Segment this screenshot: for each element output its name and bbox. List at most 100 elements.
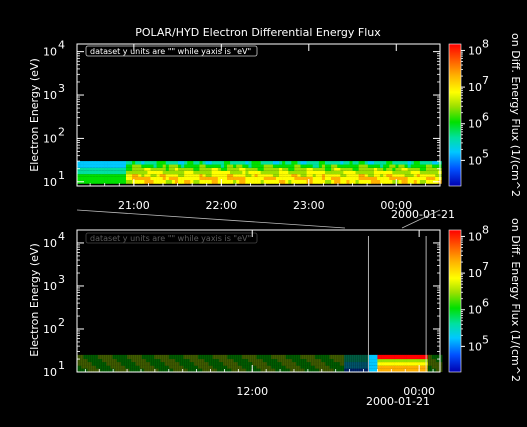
heat-cell xyxy=(127,359,130,363)
heat-cell xyxy=(369,368,372,372)
heat-cell xyxy=(303,164,307,168)
heat-cell xyxy=(254,174,258,177)
heat-cell xyxy=(254,164,258,168)
heat-cell xyxy=(304,368,307,372)
heat-cell xyxy=(417,365,420,369)
heat-cell xyxy=(135,174,139,177)
heat-cell xyxy=(377,167,381,171)
heat-cell xyxy=(187,167,191,171)
heat-cell xyxy=(252,362,255,366)
heat-cell xyxy=(214,167,219,171)
heat-cell xyxy=(160,365,163,369)
heat-cell xyxy=(432,176,436,180)
bottom-annotation: dataset y units are "" while yaxis is "e… xyxy=(85,232,258,244)
heat-cell xyxy=(104,161,108,165)
heat-cell xyxy=(125,174,130,177)
heat-cell xyxy=(181,365,184,369)
heat-cell xyxy=(263,170,268,175)
heat-cell xyxy=(331,167,335,171)
heat-cell xyxy=(392,174,396,177)
heat-cell xyxy=(398,362,401,366)
heat-cell xyxy=(164,365,168,369)
heat-cell xyxy=(179,354,182,360)
heat-cell xyxy=(193,365,197,369)
heat-cell xyxy=(122,174,127,177)
heat-cell xyxy=(358,170,363,175)
heat-cell xyxy=(350,368,353,372)
heat-cell xyxy=(352,174,356,177)
heat-cell xyxy=(435,365,439,369)
heat-cell xyxy=(419,354,422,360)
heat-cell xyxy=(300,174,304,177)
heat-cell xyxy=(396,354,399,360)
heat-cell xyxy=(337,170,341,175)
heat-cell xyxy=(344,365,347,369)
heat-cell xyxy=(407,170,411,175)
heat-cell xyxy=(208,161,213,165)
heat-cell xyxy=(395,167,399,171)
heat-cell xyxy=(358,174,363,177)
heat-cell xyxy=(159,179,164,184)
heat-cell xyxy=(354,362,357,366)
heat-cell xyxy=(282,164,286,168)
heat-cell xyxy=(210,354,213,360)
heat-cell xyxy=(300,362,303,366)
heat-cell xyxy=(334,167,338,171)
heat-cell xyxy=(193,354,197,360)
heat-cell xyxy=(291,176,295,180)
heat-cell xyxy=(131,365,134,369)
heat-cell xyxy=(414,365,418,369)
heat-cell xyxy=(187,365,190,369)
heat-cell xyxy=(348,365,351,369)
heat-cell xyxy=(348,362,351,366)
bottom-x-axis: 12:00 00:00 xyxy=(84,230,435,398)
heat-cell xyxy=(260,161,265,165)
heat-cell xyxy=(321,354,324,360)
heat-cell xyxy=(166,359,170,363)
heat-cell xyxy=(394,365,397,369)
y-tick-label: 10 xyxy=(43,89,57,102)
heat-cell xyxy=(217,179,222,184)
heat-cell xyxy=(174,164,179,168)
heat-cell xyxy=(156,174,160,177)
heat-cell xyxy=(343,174,347,177)
heat-cell xyxy=(306,359,309,363)
heat-cell xyxy=(279,362,282,366)
heat-cell xyxy=(394,359,397,363)
heat-cell xyxy=(364,365,368,369)
bottom-zlabel: on Diff. Energy Flux (1/(cm^2 xyxy=(509,218,522,382)
heat-cell xyxy=(187,362,190,366)
heat-cell xyxy=(364,176,369,180)
heat-cell xyxy=(245,354,249,360)
top-annotation: dataset y units are "" while yaxis is "e… xyxy=(85,45,258,57)
heat-cell xyxy=(306,167,310,171)
heat-cell xyxy=(102,359,105,363)
y-tick-label: 10 xyxy=(43,237,57,250)
heat-cell xyxy=(400,362,403,366)
heat-cell xyxy=(256,368,259,372)
heat-cell xyxy=(205,167,209,171)
heat-cell xyxy=(112,362,115,366)
heat-cell xyxy=(312,365,316,369)
heat-cell xyxy=(113,164,118,168)
heat-cell xyxy=(254,161,258,165)
heat-cell xyxy=(402,368,405,372)
heat-cell xyxy=(356,359,359,363)
heat-cell xyxy=(312,174,317,177)
heat-cell xyxy=(354,365,357,369)
heat-cell xyxy=(168,174,173,177)
heat-cell xyxy=(143,354,147,360)
heat-cell xyxy=(421,362,424,366)
heat-cell xyxy=(251,170,255,175)
heat-cell xyxy=(241,354,245,360)
heat-cell xyxy=(206,354,209,360)
heat-cell xyxy=(250,365,253,369)
heat-cell xyxy=(300,167,304,171)
heat-cell xyxy=(211,176,216,180)
heat-cell xyxy=(154,354,157,360)
heat-cell xyxy=(98,161,102,165)
heat-cell xyxy=(288,176,292,180)
heat-cell xyxy=(164,359,168,363)
heat-cell xyxy=(369,354,372,360)
heat-cell xyxy=(193,174,197,177)
